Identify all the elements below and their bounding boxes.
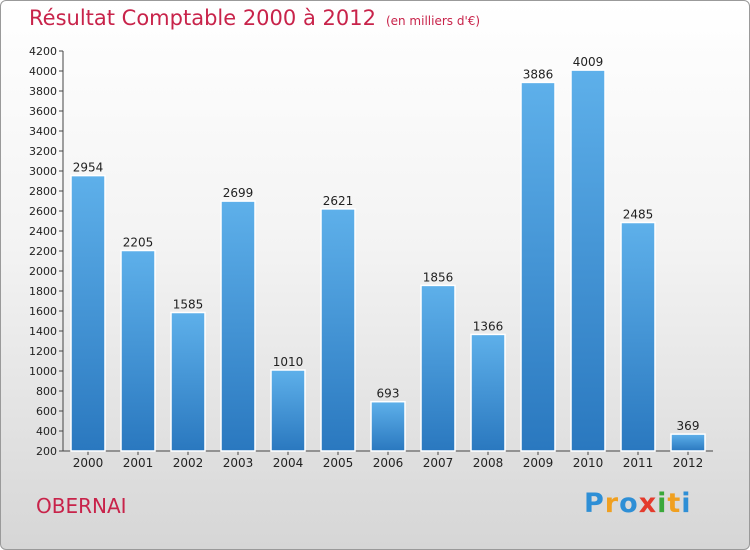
y-tick-label: 3400 <box>29 125 57 138</box>
y-tick-label: 3000 <box>29 165 57 178</box>
bars <box>70 69 706 452</box>
chart-title: Résultat Comptable 2000 à 2012 (en millie… <box>29 6 480 30</box>
data-label-2004: 1010 <box>273 355 304 369</box>
bar-2004 <box>270 369 306 452</box>
x-tick-label-2004: 2004 <box>273 456 304 470</box>
bar-2008 <box>470 333 506 452</box>
y-tick-label: 800 <box>36 385 57 398</box>
bar-2000 <box>70 174 106 452</box>
data-label-2003: 2699 <box>223 186 254 200</box>
y-tick-label: 2600 <box>29 205 57 218</box>
data-label-2000: 2954 <box>73 161 104 175</box>
y-tick-label: 200 <box>36 445 57 458</box>
data-label-2008: 1366 <box>473 319 504 333</box>
data-label-2001: 2205 <box>123 236 154 250</box>
y-tick-label: 3200 <box>29 145 57 158</box>
x-tick-label-2003: 2003 <box>223 456 254 470</box>
x-axis: 2000 2001 2002 2003 2004 2005 2006 2007 2008 2009… <box>63 450 713 470</box>
proxiti-logo: Proxiti <box>584 488 692 519</box>
y-tick-label: 1200 <box>29 345 57 358</box>
data-label-2005: 2621 <box>323 194 354 208</box>
y-axis: 200 400 600 800 1000 1200 1400 1600 1800 2000 2200… <box>29 45 64 458</box>
y-tick-label: 600 <box>36 405 57 418</box>
y-tick-label: 3600 <box>29 105 57 118</box>
x-tick-label-2006: 2006 <box>373 456 404 470</box>
x-tick-label-2007: 2007 <box>423 456 454 470</box>
y-tick-label: 400 <box>36 425 57 438</box>
data-label-2011: 2485 <box>623 208 654 222</box>
y-tick-label: 1800 <box>29 285 57 298</box>
x-tick-label-2011: 2011 <box>623 456 654 470</box>
y-tick-label: 3800 <box>29 85 57 98</box>
x-tick-label-2008: 2008 <box>473 456 504 470</box>
chart-subtitle: (en milliers d'€) <box>385 14 481 28</box>
bar-2012 <box>670 433 706 452</box>
data-labels: 2954 2205 1585 2699 1010 2621 693 1856 1366 3886 4… <box>73 55 700 433</box>
x-tick-label-2005: 2005 <box>323 456 354 470</box>
x-tick-label-2010: 2010 <box>573 456 604 470</box>
x-tick-label-2000: 2000 <box>73 456 104 470</box>
bar-2007 <box>420 284 456 452</box>
y-tick-label: 2200 <box>29 245 57 258</box>
bar-2003 <box>220 200 256 452</box>
bar-2011 <box>620 221 656 452</box>
x-tick-label-2009: 2009 <box>523 456 554 470</box>
y-tick-label: 2400 <box>29 225 57 238</box>
bar-2005 <box>320 208 356 452</box>
data-label-2009: 3886 <box>523 67 554 81</box>
x-tick-label-2001: 2001 <box>123 456 154 470</box>
y-tick-label: 1000 <box>29 365 57 378</box>
chart-title-text: Résultat Comptable 2000 à 2012 <box>29 6 376 30</box>
x-tick-label-2012: 2012 <box>673 456 704 470</box>
bar-2009 <box>520 81 556 452</box>
data-label-2010: 4009 <box>573 55 604 69</box>
bar-2001 <box>120 249 156 452</box>
data-label-2012: 369 <box>677 419 700 433</box>
y-tick-label: 2000 <box>29 265 57 278</box>
data-label-2007: 1856 <box>423 270 454 284</box>
x-tick-label-2002: 2002 <box>173 456 204 470</box>
y-tick-label: 1400 <box>29 325 57 338</box>
data-label-2002: 1585 <box>173 298 204 312</box>
y-tick-label: 1600 <box>29 305 57 318</box>
y-tick-label: 4200 <box>29 45 57 58</box>
location-label: OBERNAI <box>36 494 127 518</box>
bar-2002 <box>170 311 206 452</box>
data-label-2006: 693 <box>377 387 400 401</box>
bar-2006 <box>370 400 406 452</box>
y-tick-label: 4000 <box>29 65 57 78</box>
bar-2010 <box>570 69 606 452</box>
y-tick-label: 2800 <box>29 185 57 198</box>
